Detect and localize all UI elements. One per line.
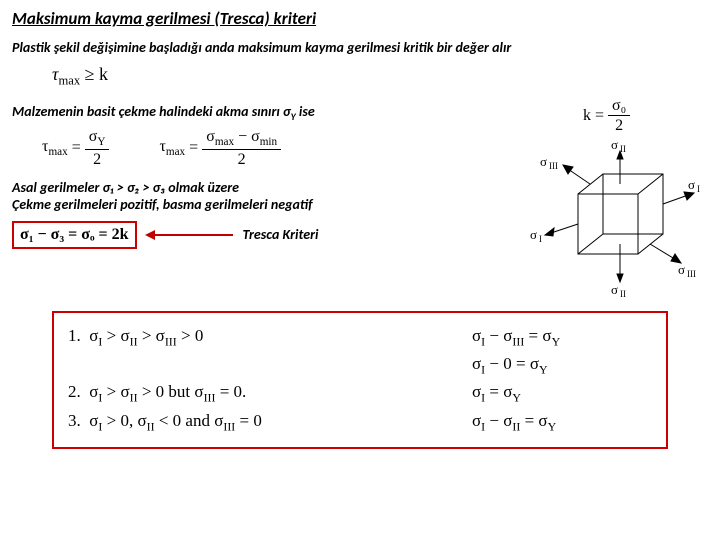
eq-tau-maxmin: τmax = σmax − σmin 2 [159,128,281,168]
para3-line2: Çekme gerilmeleri pozitif, basma gerilme… [12,196,507,213]
para-sigma-y: Malzemenin basit çekme halindeki akma sı… [12,103,507,123]
tresca-criterion-row: σ₁ − σ₃ = σₒ = 2k Tresca Kriteri [12,221,507,249]
svg-text:I: I [697,184,700,194]
cube-label-left: σ [530,227,537,242]
tresca-equation-box: σ₁ − σ₃ = σₒ = 2k [12,221,137,249]
svg-text:I: I [539,234,542,244]
case-num: 3. [68,411,89,430]
para3-line1: Asal gerilmeler σ₁ > σ₂ > σ₃ olmak üzere [12,179,507,196]
main-content-row: Malzemenin basit çekme halindeki akma sı… [12,97,708,303]
cube-svg: σII σII σI σI σIII σIII [523,139,708,299]
para2-suffix: ise [296,103,315,120]
case-num: 2. [68,382,89,401]
para2-prefix: Malzemenin basit çekme halindeki akma sı… [12,103,291,120]
tresca-label: Tresca Kriteri [243,226,319,243]
eq-tau-sigmaY: τmax = σY 2 [42,128,109,168]
case-3: 3. σI > 0, σII < 0 and σIII = 0 σI − σII… [68,411,652,434]
case-num: 1. [68,326,89,345]
cube-label-right-back: σ [678,262,685,277]
eq-tau-ge-k: τmax ≥ k [52,64,668,89]
page-title: Maksimum kayma gerilmesi (Tresca) kriter… [12,8,708,29]
cube-label-top: σ [611,139,618,152]
cases-box: 1. σI > σII > σIII > 0 σI − σIII = σY σI… [52,311,668,450]
left-arrow-icon [145,228,235,242]
left-column: Malzemenin basit çekme halindeki akma sı… [12,97,507,257]
cube-label-back-left: σ [540,154,547,169]
equation-row-tau: τmax = σY 2 τmax = σmax − σmin 2 [42,128,507,168]
case-1b: σI − 0 = σY [68,354,652,377]
cube-label-right-front: σ [688,177,695,192]
case-2: 2. σI > σII > 0 but σIII = 0. σI = σY [68,382,652,405]
cube-label-bottom: σ [611,282,618,297]
svg-text:III: III [687,269,696,279]
para-principal-stresses: Asal gerilmeler σ₁ > σ₂ > σ₃ olmak üzere… [12,179,507,213]
svg-text:II: II [620,289,626,299]
svg-text:II: II [620,144,626,154]
intro-paragraph: Plastik şekil değişimine başladığı anda … [12,39,708,56]
svg-text:III: III [549,161,558,171]
case-1: 1. σI > σII > σIII > 0 σI − σIII = σY [68,326,652,349]
eq-k-sigma0: k = σ₀ 2 [583,97,630,135]
stress-cube-diagram: k = σ₀ 2 [523,97,708,303]
